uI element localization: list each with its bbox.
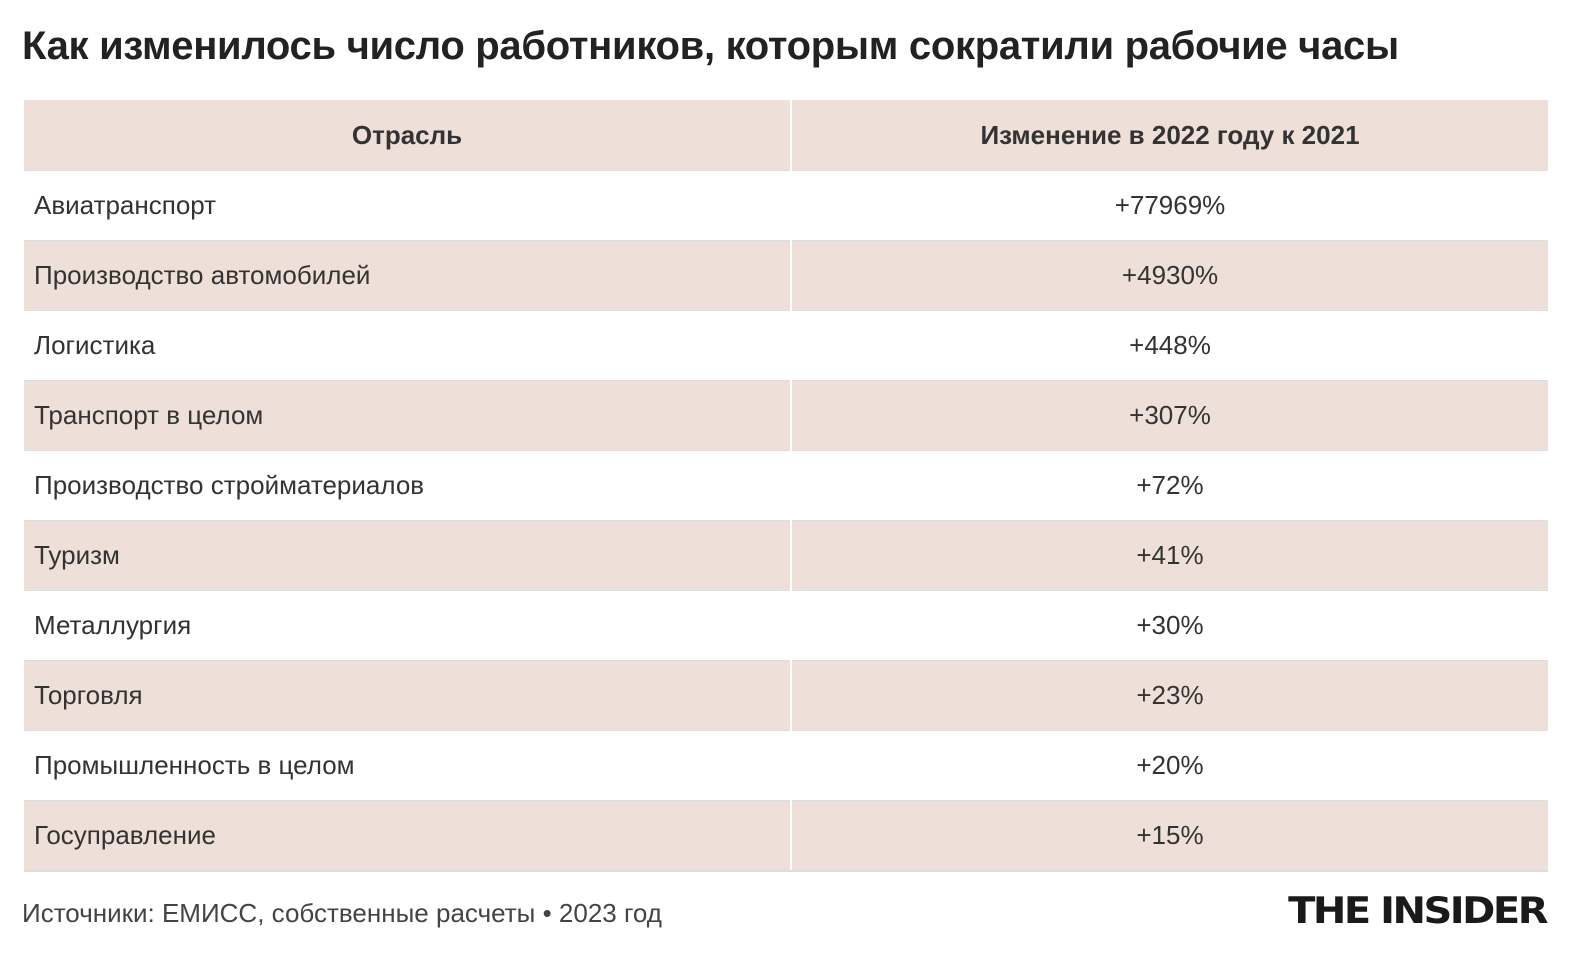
data-table: Отрасль Изменение в 2022 году к 2021 Ави… [24, 100, 1548, 872]
table-row: Госуправление +15% [24, 800, 1548, 872]
column-header-change: Изменение в 2022 году к 2021 [791, 100, 1548, 171]
table-row: Металлургия +30% [24, 590, 1548, 661]
source-note: Источники: ЕМИСС, собственные расчеты • … [22, 898, 662, 928]
table-header-row: Отрасль Изменение в 2022 году к 2021 [24, 100, 1548, 171]
table-row: Авиатранспорт +77969% [24, 170, 1548, 241]
the-insider-logo: THE INSIDER [1288, 889, 1548, 933]
table-row: Торговля +23% [24, 660, 1548, 731]
industry-cell: Туризм [24, 520, 792, 591]
table-row: Промышленность в целом +20% [24, 730, 1548, 801]
industry-cell: Производство стройматериалов [24, 450, 792, 521]
table-row: Производство стройматериалов +72% [24, 450, 1548, 521]
change-cell: +41% [791, 520, 1548, 591]
industry-cell: Металлургия [24, 590, 792, 661]
industry-cell: Производство автомобилей [24, 240, 792, 311]
industry-cell: Торговля [24, 660, 792, 731]
change-cell: +23% [791, 660, 1548, 731]
change-cell: +72% [791, 450, 1548, 521]
change-cell: +15% [791, 800, 1548, 872]
change-cell: +30% [791, 590, 1548, 661]
industry-cell: Транспорт в целом [24, 380, 792, 451]
table-row: Транспорт в целом +307% [24, 380, 1548, 451]
column-header-industry: Отрасль [24, 100, 792, 171]
industry-cell: Промышленность в целом [24, 730, 792, 801]
change-cell: +448% [791, 310, 1548, 381]
table-row: Туризм +41% [24, 520, 1548, 591]
table-row: Производство автомобилей +4930% [24, 240, 1548, 311]
change-cell: +20% [791, 730, 1548, 801]
industry-cell: Логистика [24, 310, 792, 381]
change-cell: +307% [791, 380, 1548, 451]
industry-cell: Авиатранспорт [24, 170, 792, 241]
chart-title: Как изменилось число работников, которым… [22, 24, 1399, 68]
table-row: Логистика +448% [24, 310, 1548, 381]
change-cell: +4930% [791, 240, 1548, 311]
change-cell: +77969% [791, 170, 1548, 241]
industry-cell: Госуправление [24, 800, 792, 872]
